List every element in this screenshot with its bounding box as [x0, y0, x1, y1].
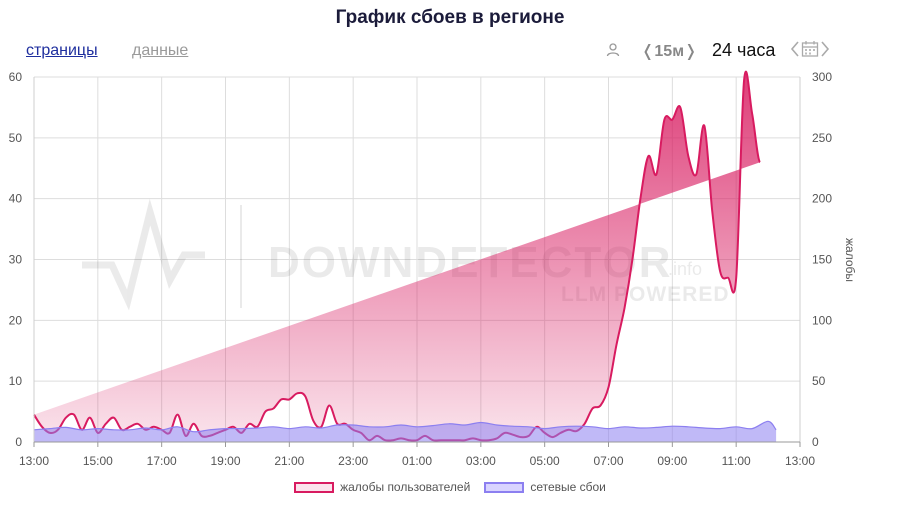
series-area: [34, 71, 761, 441]
legend-label-complaints: жалобы пользователей: [340, 480, 471, 494]
date-navigation: [790, 40, 830, 63]
tab-data[interactable]: данные: [132, 42, 189, 59]
right-axis-label: жалобы: [843, 238, 857, 282]
y-tick-right: 150: [812, 253, 832, 267]
interval-selector[interactable]: ❬15м❭: [641, 43, 698, 60]
watermark-logo: [82, 198, 205, 311]
y-tick-left: 0: [15, 435, 22, 449]
chart-legend: жалобы пользователей сетевые сбои: [0, 480, 900, 494]
y-tick-right: 0: [812, 435, 819, 449]
chart-title: График сбоев в регионе: [335, 7, 565, 28]
x-tick-label: 05:00: [530, 454, 560, 468]
y-tick-left: 50: [9, 131, 23, 145]
x-tick-label: 19:00: [210, 454, 240, 468]
legend-item-complaints[interactable]: жалобы пользователей: [294, 480, 470, 494]
legend-swatch-network: [484, 481, 525, 493]
x-tick-label: 21:00: [274, 454, 304, 468]
y-tick-left: 10: [9, 374, 23, 388]
legend-swatch-complaints: [294, 481, 335, 493]
y-tick-right: 50: [812, 374, 826, 388]
x-tick-label: 17:00: [147, 454, 177, 468]
x-tick-label: 15:00: [83, 454, 113, 468]
series-network: [33, 420, 777, 442]
calendar-icon[interactable]: [801, 40, 819, 63]
y-tick-left: 20: [9, 313, 23, 327]
series-line: [33, 420, 777, 433]
y-tick-left: 40: [9, 192, 23, 206]
y-tick-left: 30: [9, 253, 23, 267]
user-icon[interactable]: [606, 43, 620, 62]
series-area: [34, 421, 777, 442]
tab-pages[interactable]: страницы: [26, 42, 98, 59]
chart-axes: 0 10 20 30 40 50 60 0 50 100 150 200 250 300 13:00 15:0…: [9, 70, 833, 468]
y-tick-left: 60: [9, 70, 23, 84]
x-tick-label: 01:00: [402, 454, 432, 468]
x-tick-label: 03:00: [466, 454, 496, 468]
x-tick-label: 09:00: [657, 454, 687, 468]
y-tick-right: 300: [812, 70, 832, 84]
x-tick-label: 13:00: [19, 454, 49, 468]
x-tick-label: 13:00: [785, 454, 815, 468]
chevron-right-icon[interactable]: [820, 40, 830, 63]
x-tick-label: 23:00: [338, 454, 368, 468]
y-tick-right: 200: [812, 192, 832, 206]
x-tick-label: 07:00: [593, 454, 623, 468]
range-selector[interactable]: 24 часа: [712, 40, 776, 60]
legend-item-network[interactable]: сетевые сбои: [484, 480, 606, 494]
y-tick-right: 250: [812, 131, 832, 145]
view-tabs: страницы данные: [26, 42, 218, 60]
legend-label-network: сетевые сбои: [530, 480, 606, 494]
chevron-left-icon[interactable]: [790, 40, 800, 63]
y-tick-right: 100: [812, 313, 832, 327]
x-tick-label: 11:00: [722, 454, 751, 468]
watermark-suffix: .info: [668, 259, 702, 279]
